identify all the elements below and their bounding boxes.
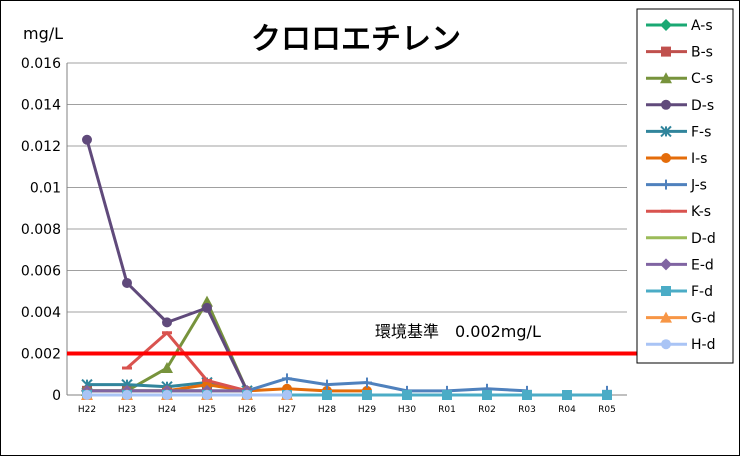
data-point [660,258,672,271]
legend-item: D-d [646,231,716,247]
legend-item: A-s [646,18,713,34]
series-line [87,300,249,393]
data-point [402,390,412,400]
data-point [202,302,212,313]
data-point [202,390,212,400]
legend-label: E-d [691,257,714,273]
x-tick-label: H22 [78,405,96,415]
legend-item: F-d [646,284,713,300]
y-tick-label: 0.012 [21,139,61,155]
legend-item: K-s [646,204,711,220]
legend-label: D-s [691,98,714,114]
y-tick-label: 0.016 [21,56,61,72]
x-tick-label: H25 [198,405,216,415]
x-tick-labels: H22 H23 H24 H25 H26 H27 H28 H29 H30 R01 R02 R03 R04 R… [78,405,616,415]
data-point [562,390,572,400]
legend-item: J-s [646,178,707,194]
x-tick-label: H28 [318,405,336,415]
legend-item: C-s [646,71,713,87]
series-J-s [82,373,612,396]
reference-line-label: 環境基準 0.002mg/L [375,322,541,341]
x-tick-label: H30 [398,405,416,415]
data-point [661,153,671,163]
data-point [161,362,173,374]
data-point [442,390,452,400]
y-tick-label: 0 [52,388,61,404]
x-tick-label: R01 [438,405,456,415]
legend-label: C-s [691,71,713,87]
data-point [322,379,332,390]
data-point [482,390,492,400]
data-point [362,377,372,388]
data-point [660,19,672,31]
y-tick-labels: 0 0.002 0.004 0.006 0.008 0.01 0.012 0.014 0.016 [21,56,61,404]
legend-label: B-s [691,45,713,61]
legend-label: G-d [691,311,716,327]
y-tick-label: 0.01 [30,181,61,197]
legend-label: K-s [691,204,711,220]
legend-item: I-s [646,151,707,167]
legend-item: F-s [646,124,711,140]
y-unit-label: mg/L [23,24,63,43]
data-point [82,390,92,400]
data-point [661,99,671,110]
x-tick-label: H29 [358,405,376,415]
data-point [82,134,92,145]
legend-item: G-d [646,311,716,327]
data-point [661,286,671,296]
x-tick-label: R04 [558,405,576,415]
series-H-d [82,390,292,400]
series-line [126,331,248,393]
y-tick-label: 0.008 [21,222,61,238]
data-point [660,72,672,84]
data-point [322,390,332,400]
legend-label: F-s [691,124,711,140]
legend-label: A-s [691,18,713,34]
x-tick-label: R05 [598,405,616,415]
data-point [522,390,532,400]
legend: A-s B-s C-s D-s F-s I-s J-s K-s D-d E-d F-d G-d H-d [636,8,734,364]
data-point [660,125,672,138]
data-point [660,311,672,323]
series-D-s [82,134,252,396]
y-tick-label: 0.002 [21,347,61,363]
data-point [122,390,132,400]
data-point [282,390,292,400]
x-tick-label: H24 [158,405,176,415]
legend-label: J-s [690,178,707,194]
data-point [661,179,671,190]
data-point [602,390,612,400]
legend-item: D-s [646,98,714,114]
y-tick-label: 0.006 [21,264,61,280]
data-point [162,390,172,400]
data-point [661,339,671,350]
data-point [661,46,671,57]
data-point [162,317,172,328]
legend-label: D-d [691,231,716,247]
data-point [242,390,252,400]
y-tick-label: 0.004 [21,305,61,321]
x-tick-label: R03 [518,405,536,415]
series-group [81,134,612,400]
x-tick-label: R02 [478,405,496,415]
data-point [282,373,292,384]
data-point [362,390,372,400]
x-tick-label: H23 [118,405,136,415]
legend-item: B-s [646,45,713,61]
legend-label: H-d [691,337,715,353]
series-C-s [81,295,253,396]
x-tick-label: H26 [238,405,256,415]
legend-label: F-d [691,284,713,300]
y-tick-label: 0.014 [21,98,61,114]
legend-item: H-d [646,337,715,353]
legend-item: E-d [646,257,714,273]
chart-title: クロロエチレン [251,22,461,57]
x-tick-label: H27 [278,405,296,415]
legend-label: I-s [691,151,707,167]
data-point [122,277,132,288]
